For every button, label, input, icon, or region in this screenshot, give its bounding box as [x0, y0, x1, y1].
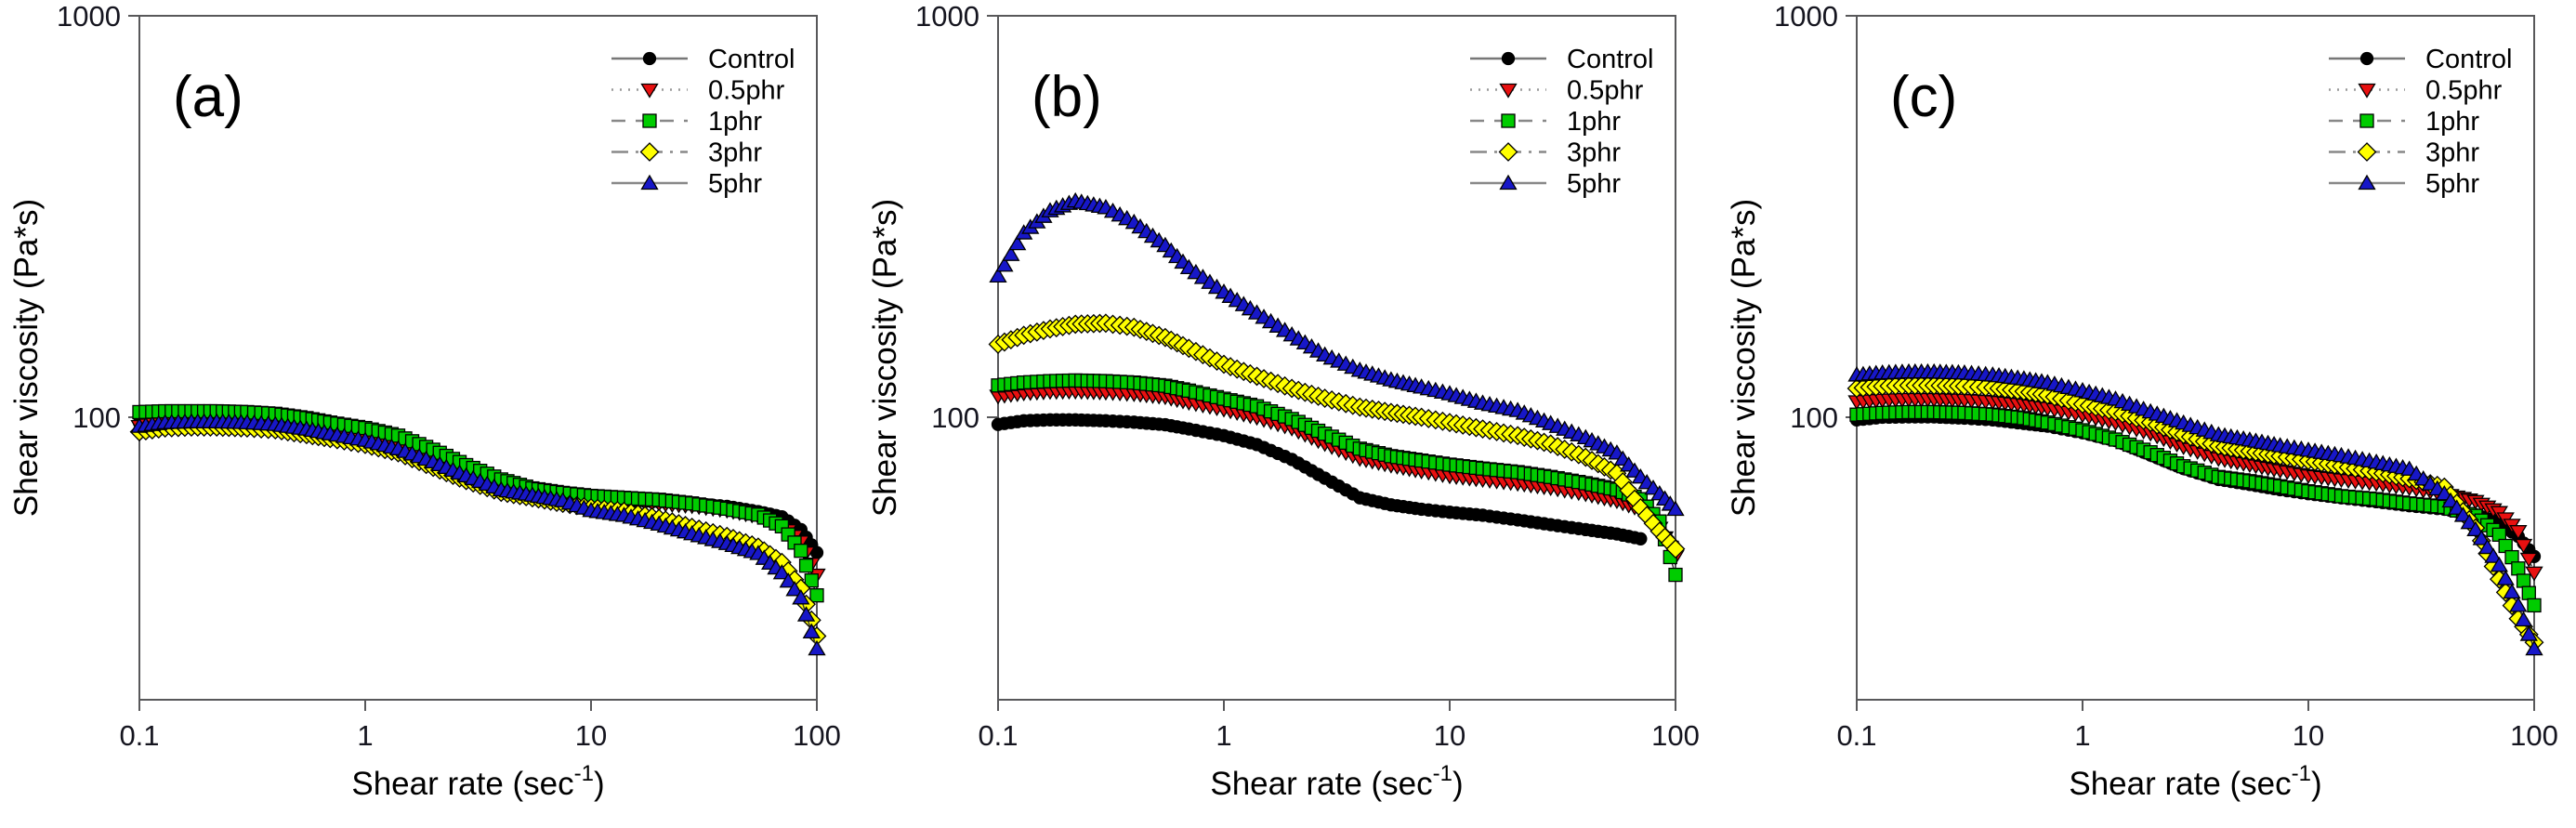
y-tick-label: 1000 [915, 0, 979, 33]
legend-item-5phr: 5phr [2329, 169, 2479, 199]
y-axis-label: Shear viscosity (Pa*s) [1726, 199, 1762, 517]
x-axis-label: Shear rate (sec-1) [1210, 761, 1463, 802]
panel-letter: (c) [1890, 65, 1957, 129]
x-tick-label: 1 [357, 719, 373, 752]
y-tick-label: 1000 [57, 0, 121, 33]
x-tick-label: 0.1 [119, 719, 159, 752]
legend-item-5phr: 5phr [1470, 169, 1621, 199]
legend-label: 3phr [1567, 138, 1621, 168]
panel-c: 0.1 1 10 100 100 1000 Shear viscosity (Pa*s) Sh… [1717, 0, 2576, 828]
legend-label: 0.5phr [1567, 76, 1644, 106]
x-tick-label: 0.1 [978, 719, 1018, 752]
legend-item-1phr: 1phr [2329, 107, 2479, 137]
x-tick-label: 10 [1434, 719, 1465, 752]
legend-item-3phr: 3phr [1470, 138, 1621, 168]
x-axis: 0.1 1 10 100 [978, 700, 1700, 752]
legend-item-Control: Control [2329, 45, 2513, 74]
x-axis-label: Shear rate (sec-1) [351, 761, 604, 802]
legend-item-1phr: 1phr [611, 107, 762, 137]
y-axis-label: Shear viscosity (Pa*s) [8, 199, 45, 517]
panel-b: 0.1 1 10 100 100 1000 Shear viscosity (Pa*s) Sh… [859, 0, 1717, 828]
legend-item-5phr: 5phr [611, 169, 762, 199]
legend-label: Control [708, 45, 795, 74]
series-5phr [130, 413, 826, 656]
y-tick-label: 100 [72, 401, 121, 434]
y-tick-label: 1000 [1774, 0, 1838, 33]
panel-b-chart: 0.1 1 10 100 100 1000 Shear viscosity (Pa*s) Sh… [867, 0, 1700, 802]
x-tick-label: 100 [2510, 719, 2558, 752]
series-5phr [1847, 362, 2543, 656]
legend-item-3phr: 3phr [2329, 138, 2479, 168]
legend-label: Control [2425, 45, 2513, 74]
x-axis: 0.1 1 10 100 [1836, 700, 2558, 752]
legend-label: 5phr [2425, 169, 2479, 199]
panel-c-chart: 0.1 1 10 100 100 1000 Shear viscosity (Pa*s) Sh… [1726, 0, 2558, 802]
y-axis: 100 1000 [915, 0, 998, 434]
legend-label: 0.5phr [708, 76, 785, 106]
series-Control [991, 413, 1648, 545]
x-axis: 0.1 1 10 100 [119, 700, 841, 752]
legend-label: 1phr [708, 107, 762, 137]
series-5phr [989, 191, 1685, 517]
series-1phr [991, 373, 1683, 583]
legend-item-0.5phr: 0.5phr [2329, 76, 2503, 106]
x-tick-label: 0.1 [1836, 719, 1876, 752]
legend-item-0.5phr: 0.5phr [611, 76, 785, 106]
x-axis-label: Shear rate (sec-1) [2069, 761, 2321, 802]
x-tick-label: 1 [1216, 719, 1231, 752]
y-axis-label: Shear viscosity (Pa*s) [867, 199, 903, 517]
series-3phr [129, 417, 827, 646]
series-0.5phr [989, 385, 1685, 566]
legend-item-Control: Control [1470, 45, 1654, 74]
legend-label: 0.5phr [2425, 76, 2503, 106]
y-axis: 100 1000 [57, 0, 139, 434]
legend-label: Control [1567, 45, 1654, 74]
legend-label: 1phr [2425, 107, 2479, 137]
x-tick-label: 100 [1651, 719, 1700, 752]
y-tick-label: 100 [1790, 401, 1838, 434]
panel-a-chart: 0.1 1 10 100 100 1000 Shear viscosity (Pa*s) Sh… [8, 0, 841, 802]
plot-frame [1856, 15, 2535, 701]
legend-label: 5phr [1567, 169, 1621, 199]
x-tick-label: 100 [793, 719, 841, 752]
panel-letter: (a) [173, 65, 243, 129]
x-tick-label: 10 [2293, 719, 2324, 752]
legend-item-0.5phr: 0.5phr [1470, 76, 1644, 106]
legend-item-3phr: 3phr [611, 138, 762, 168]
panel-a: 0.1 1 10 100 100 1000 Shear viscosity (Pa*s) Sh… [0, 0, 859, 828]
legend-item-1phr: 1phr [1470, 107, 1621, 137]
y-tick-label: 100 [931, 401, 979, 434]
legend-label: 3phr [708, 138, 762, 168]
x-tick-label: 1 [2074, 719, 2090, 752]
legend-label: 1phr [1567, 107, 1621, 137]
series-1phr [1849, 404, 2542, 613]
legend-item-Control: Control [611, 45, 795, 74]
y-axis: 100 1000 [1774, 0, 1857, 434]
plot-frame [138, 15, 818, 701]
series-3phr [988, 313, 1686, 559]
legend-label: 3phr [2425, 138, 2479, 168]
legend-label: 5phr [708, 169, 762, 199]
series-0.5phr [130, 413, 826, 584]
x-tick-label: 10 [575, 719, 607, 752]
panel-letter: (b) [1032, 65, 1102, 129]
plot-frame [997, 15, 1676, 701]
